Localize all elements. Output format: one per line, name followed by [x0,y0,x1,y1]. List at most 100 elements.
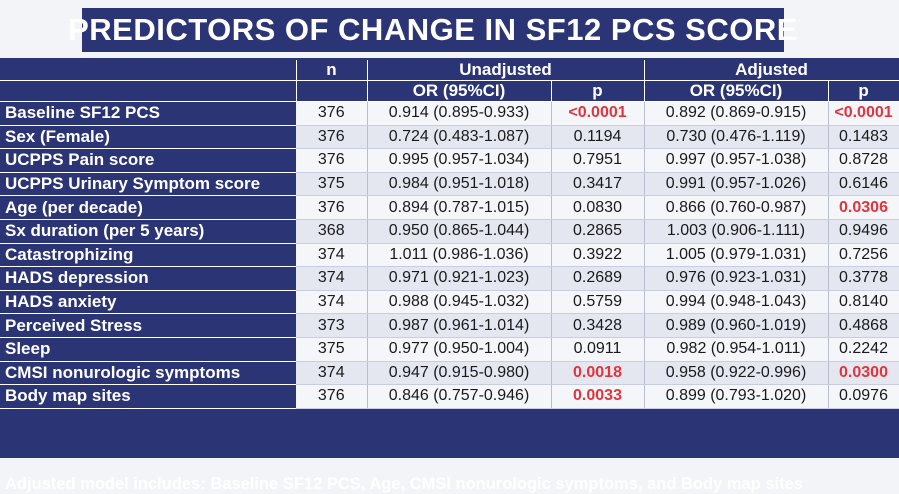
row-n: 374 [296,266,368,291]
table-row: Sx duration (per 5 years) 368 0.950 (0.865… [0,219,899,244]
table-row: HADS anxiety 374 0.988 (0.945-1.032) 0.5759… [0,290,899,315]
row-adjusted-or: 0.976 (0.923-1.031) [644,266,829,291]
row-unadjusted-p: 0.2865 [551,219,645,244]
row-adjusted-p: 0.0306 [828,195,899,220]
row-unadjusted-p: 0.3417 [551,172,645,197]
row-adjusted-p: <0.0001 [828,101,899,126]
row-label: UCPPS Pain score [0,148,296,173]
table-row: Body map sites 376 0.846 (0.757-0.946) 0.00… [0,384,899,409]
header-n: n [296,60,368,81]
row-n: 374 [296,290,368,315]
table-row: Sleep 375 0.977 (0.950-1.004) 0.0911 0.982 (… [0,337,899,362]
row-unadjusted-or: 1.011 (0.986-1.036) [367,243,552,268]
row-adjusted-p: 0.7256 [828,243,899,268]
row-unadjusted-or: 0.846 (0.757-0.946) [367,384,552,409]
row-label: Sx duration (per 5 years) [0,219,296,244]
row-label: CMSI nonurologic symptoms [0,361,296,386]
row-unadjusted-p: 0.5759 [551,290,645,315]
row-unadjusted-or: 0.947 (0.915-0.980) [367,361,552,386]
row-n: 374 [296,361,368,386]
row-label: Catastrophizing [0,243,296,268]
table-row: Baseline SF12 PCS 376 0.914 (0.895-0.933) <… [0,101,899,126]
row-unadjusted-or: 0.724 (0.483-1.087) [367,125,552,150]
table-row: CMSI nonurologic symptoms 374 0.947 (0.915… [0,361,899,386]
header-row-columns: OR (95%CI) p OR (95%CI) p [0,80,899,102]
row-adjusted-p: 0.8728 [828,148,899,173]
row-label: Age (per decade) [0,195,296,220]
row-unadjusted-p: 0.3922 [551,243,645,268]
row-unadjusted-or: 0.977 (0.950-1.004) [367,337,552,362]
row-unadjusted-p: 0.0018 [551,361,645,386]
header-blank-2 [0,80,297,102]
row-adjusted-or: 0.989 (0.960-1.019) [644,313,829,338]
table-row: Sex (Female) 376 0.724 (0.483-1.087) 0.1194… [0,125,899,150]
row-label: UCPPS Urinary Symptom score [0,172,296,197]
row-adjusted-or: 0.994 (0.948-1.043) [644,290,829,315]
row-adjusted-or: 1.005 (0.979-1.031) [644,243,829,268]
row-adjusted-or: 0.958 (0.922-0.996) [644,361,829,386]
row-n: 375 [296,337,368,362]
row-label: HADS depression [0,266,296,291]
row-adjusted-p: 0.2242 [828,337,899,362]
row-adjusted-p: 0.1483 [828,125,899,150]
page-title: PREDICTORS OF CHANGE IN SF12 PCS SCORE [68,8,797,52]
row-unadjusted-p: 0.7951 [551,148,645,173]
row-label: Sex (Female) [0,125,296,150]
row-unadjusted-or: 0.995 (0.957-1.034) [367,148,552,173]
row-adjusted-or: 0.899 (0.793-1.020) [644,384,829,409]
row-unadjusted-p: 0.1194 [551,125,645,150]
row-unadjusted-p: <0.0001 [551,101,645,126]
row-adjusted-or: 0.866 (0.760-0.987) [644,195,829,220]
header-adjusted-or: OR (95%CI) [644,80,829,102]
row-unadjusted-p: 0.0911 [551,337,645,362]
row-unadjusted-p: 0.0830 [551,195,645,220]
row-n: 368 [296,219,368,244]
row-adjusted-or: 0.991 (0.957-1.026) [644,172,829,197]
row-adjusted-p: 0.6146 [828,172,899,197]
row-unadjusted-or: 0.894 (0.787-1.015) [367,195,552,220]
row-adjusted-or: 0.730 (0.476-1.119) [644,125,829,150]
row-unadjusted-or: 0.987 (0.961-1.014) [367,313,552,338]
table-row: Age (per decade) 376 0.894 (0.787-1.015) 0.… [0,195,899,220]
results-table: n Unadjusted Adjusted OR (95%CI) p OR (9… [0,60,899,409]
table-row: Catastrophizing 374 1.011 (0.986-1.036) 0.3… [0,243,899,268]
row-n: 375 [296,172,368,197]
table-row: UCPPS Urinary Symptom score 375 0.984 (0.9… [0,172,899,197]
table-row: UCPPS Pain score 376 0.995 (0.957-1.034) 0.… [0,148,899,173]
row-adjusted-p: 0.4868 [828,313,899,338]
row-label: Body map sites [0,384,296,409]
row-n: 376 [296,384,368,409]
row-n: 376 [296,195,368,220]
header-adjusted-p: p [828,80,899,102]
row-adjusted-or: 1.003 (0.906-1.111) [644,219,829,244]
row-n: 376 [296,125,368,150]
table-row: HADS depression 374 0.971 (0.921-1.023) 0.2… [0,266,899,291]
row-unadjusted-or: 0.971 (0.921-1.023) [367,266,552,291]
table-body: Baseline SF12 PCS 376 0.914 (0.895-0.933) <… [0,101,899,409]
results-table-panel: n Unadjusted Adjusted OR (95%CI) p OR (9… [0,58,899,493]
row-unadjusted-p: 0.2689 [551,266,645,291]
table-row: Perceived Stress 373 0.987 (0.961-1.014) 0.… [0,313,899,338]
row-adjusted-p: 0.0300 [828,361,899,386]
header-row-groups: n Unadjusted Adjusted [0,60,899,81]
header-blank-n [296,80,368,102]
header-unadjusted: Unadjusted [367,60,645,81]
header-adjusted: Adjusted [644,60,899,81]
row-n: 374 [296,243,368,268]
row-label: HADS anxiety [0,290,296,315]
row-unadjusted-or: 0.950 (0.865-1.044) [367,219,552,244]
header-unadjusted-p: p [551,80,645,102]
row-unadjusted-or: 0.914 (0.895-0.933) [367,101,552,126]
row-label: Baseline SF12 PCS [0,101,296,126]
row-adjusted-or: 0.997 (0.957-1.038) [644,148,829,173]
row-unadjusted-p: 0.3428 [551,313,645,338]
row-adjusted-p: 0.3778 [828,266,899,291]
row-adjusted-or: 0.982 (0.954-1.011) [644,337,829,362]
row-label: Sleep [0,337,296,362]
row-adjusted-p: 0.9496 [828,219,899,244]
row-n: 376 [296,148,368,173]
row-unadjusted-or: 0.988 (0.945-1.032) [367,290,552,315]
footnote: Adjusted model includes: Baseline SF12 P… [5,475,803,493]
row-adjusted-p: 0.8140 [828,290,899,315]
header-unadjusted-or: OR (95%CI) [367,80,552,102]
